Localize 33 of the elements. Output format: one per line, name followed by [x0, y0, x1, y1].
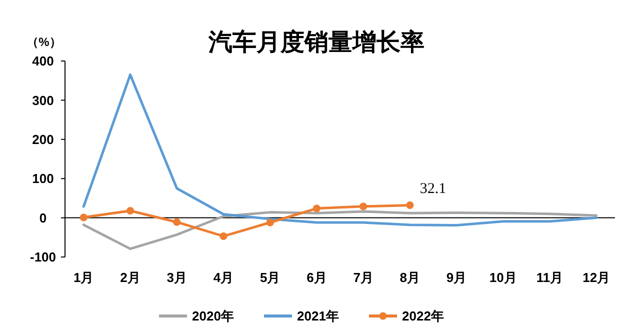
annotation: 32.1 [420, 181, 446, 198]
x-tick-label: 3月 [166, 270, 187, 285]
point [220, 232, 228, 240]
point [173, 218, 181, 226]
y-tick-label: 0 [39, 210, 47, 226]
chart-title: 汽车月度销量增长率 [208, 29, 424, 56]
point [126, 206, 134, 215]
y-tick-label: 100 [32, 171, 54, 186]
y-tick-label: 300 [32, 92, 54, 108]
legend-label: 2020年 [192, 308, 234, 324]
x-tick-label: 4月 [213, 270, 234, 285]
x-tick-label: 11月 [536, 270, 564, 285]
x-tick-label: 10月 [489, 270, 517, 285]
x-tick-label: 12月 [582, 270, 610, 285]
x-tick-label: 2月 [120, 270, 140, 285]
x-tick-label: 5月 [260, 270, 280, 285]
legend-label: 2021年 [297, 308, 339, 324]
point [360, 202, 368, 210]
x-tick-label: 7月 [353, 270, 374, 285]
x-tick-label: 8月 [400, 270, 420, 285]
point [406, 201, 414, 210]
legend-label: 2022年 [402, 308, 444, 324]
point [80, 214, 88, 222]
x-tick-label: 9月 [446, 270, 467, 285]
x-tick-label: 1月 [74, 270, 94, 285]
y-tick-label: -100 [30, 250, 56, 265]
point [266, 218, 274, 226]
y-tick-label: 200 [32, 132, 54, 147]
y-axis-title: （%） [26, 35, 62, 49]
x-tick-label: 6月 [306, 270, 327, 285]
line-series [82, 73, 598, 226]
y-tick-label: 400 [32, 54, 54, 69]
point [312, 204, 320, 212]
